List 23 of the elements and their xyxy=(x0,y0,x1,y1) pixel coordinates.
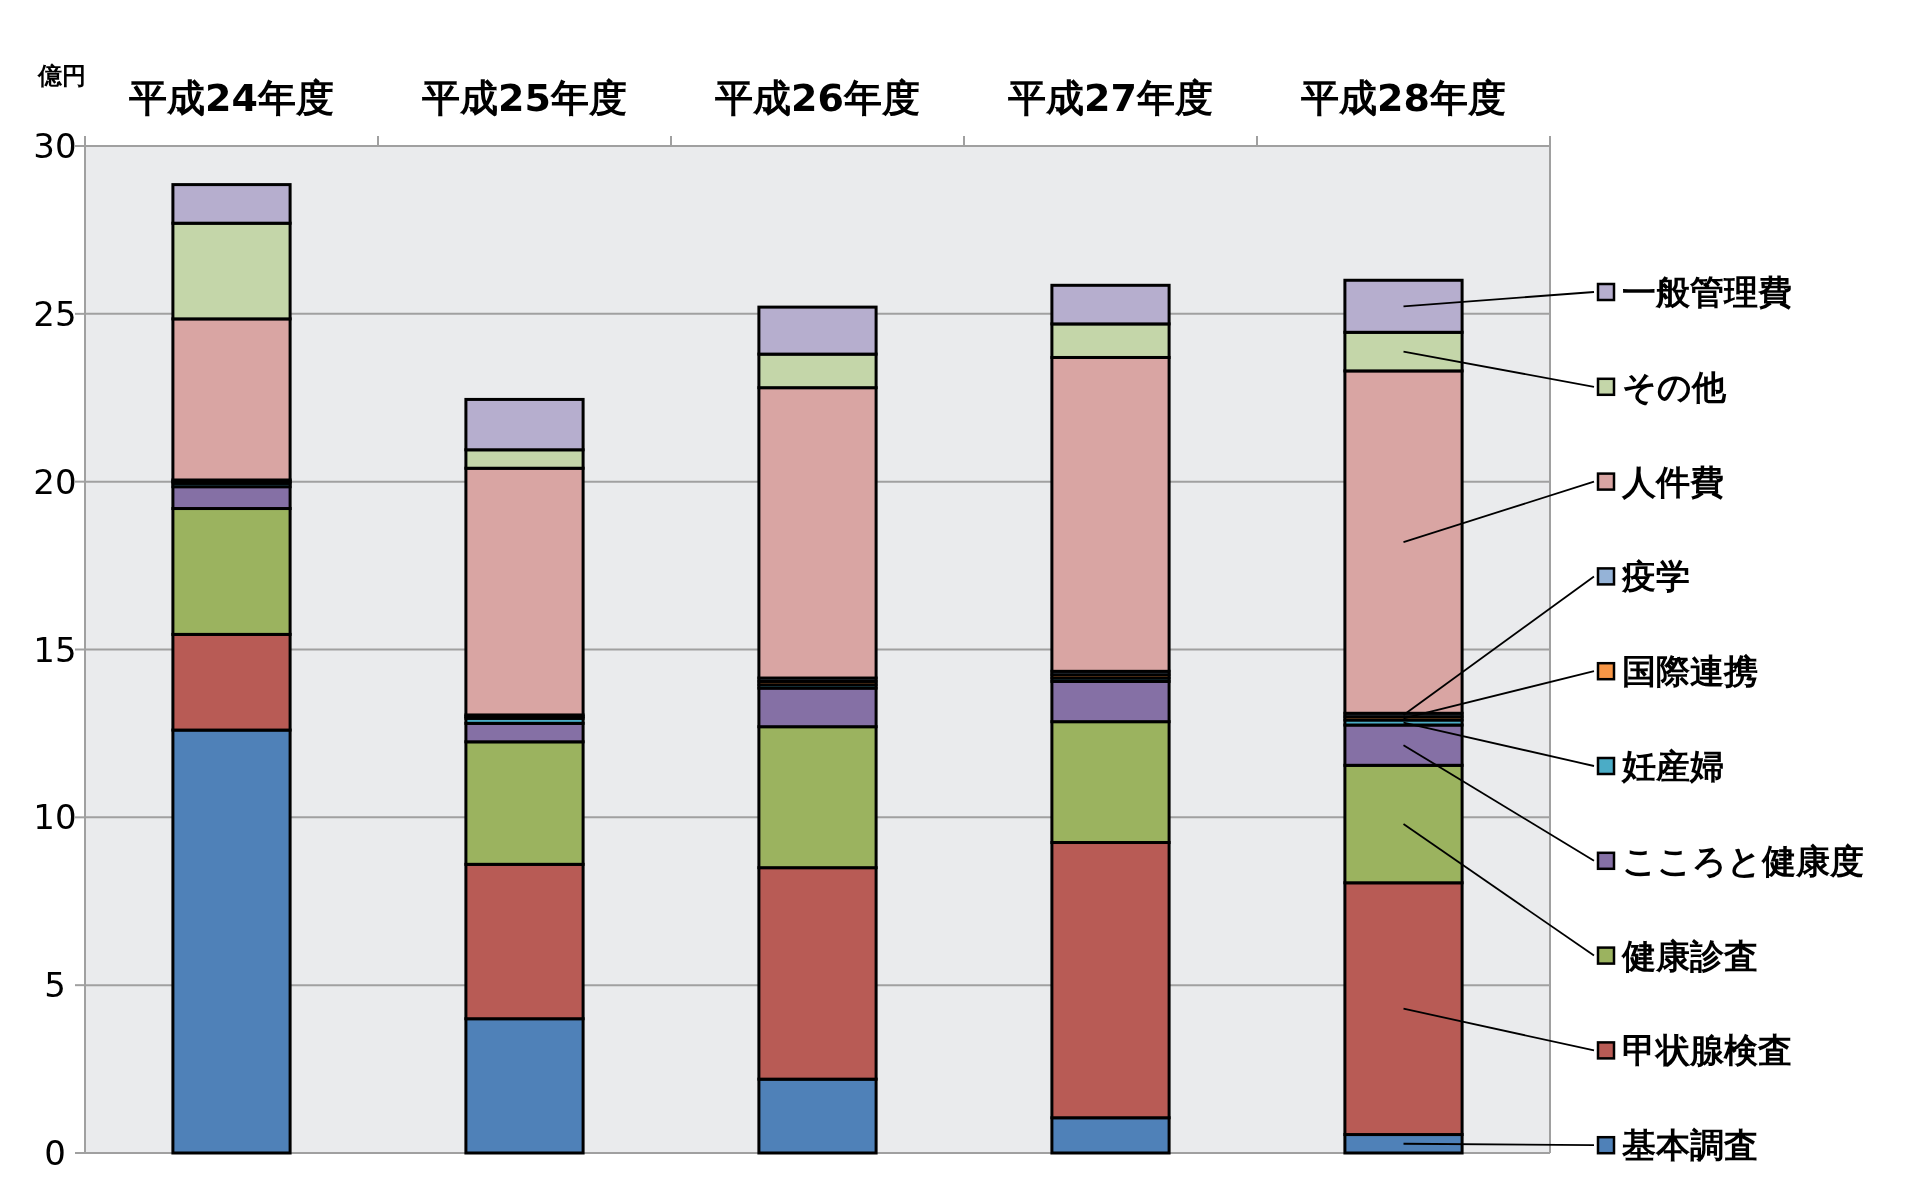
legend-label: 国際連携 xyxy=(1622,651,1758,692)
x-tick-label: 平成27年度 xyxy=(1008,76,1213,120)
y-tick-label: 20 xyxy=(33,461,77,502)
y-tick-label: 5 xyxy=(44,965,66,1006)
y-tick-label: 0 xyxy=(44,1133,66,1173)
legend-label: こころと健康度 xyxy=(1622,840,1864,881)
y-tick-label: 15 xyxy=(33,629,77,670)
legend-label: その他 xyxy=(1622,366,1727,407)
legend-label: 甲状腺検査 xyxy=(1622,1030,1792,1071)
legend-label: 基本調査 xyxy=(1621,1125,1758,1166)
x-tick-label: 平成25年度 xyxy=(422,76,627,120)
y-tick-label: 10 xyxy=(33,797,77,838)
legend-label: 健康診査 xyxy=(1621,935,1758,976)
x-tick-label: 平成26年度 xyxy=(715,76,920,120)
legend-label: 妊産婦 xyxy=(1621,746,1724,786)
y-tick-label: 30 xyxy=(33,126,77,166)
legend-label: 疫学 xyxy=(1621,556,1690,597)
y-tick-label: 25 xyxy=(33,293,77,334)
x-tick-label: 平成28年度 xyxy=(1301,76,1506,120)
y-axis-title: 億円 xyxy=(37,62,86,90)
legend-label: 一般管理費 xyxy=(1622,272,1792,312)
x-tick-label: 平成24年度 xyxy=(129,76,334,120)
legend-label: 人件費 xyxy=(1621,461,1724,502)
